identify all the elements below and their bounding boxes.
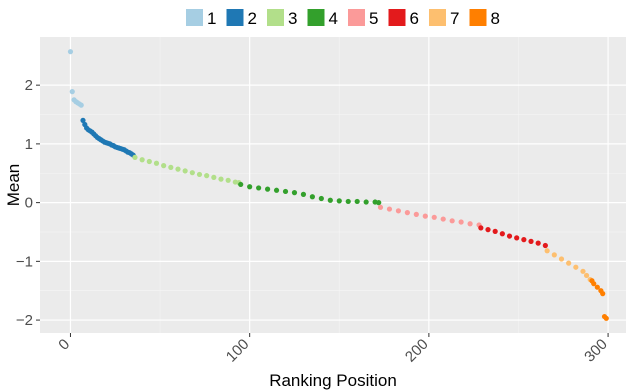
- y-axis: 2 1 0 −1 −2: [16, 77, 40, 329]
- data-point-series-5: [404, 210, 410, 216]
- legend-key-7: [429, 9, 446, 26]
- data-point-series-5: [431, 214, 437, 220]
- legend-key-2: [226, 9, 244, 26]
- legend-label-2: 2: [248, 9, 257, 28]
- data-point-series-3: [153, 160, 160, 166]
- gridlines: [40, 37, 626, 333]
- data-point-series-3: [168, 164, 174, 170]
- data-point-series-4: [282, 188, 289, 195]
- y-tick-label: 2: [25, 77, 33, 94]
- data-point-series-8: [594, 284, 600, 290]
- data-point-series-7: [551, 252, 557, 258]
- data-point-series-3: [161, 163, 167, 169]
- legend-key-8: [469, 9, 487, 26]
- data-point-series-6: [499, 231, 505, 237]
- data-point-series-3: [175, 166, 181, 172]
- legend-key-5: [348, 9, 365, 26]
- data-point-series-5: [386, 206, 393, 212]
- data-point-series-4: [300, 191, 307, 197]
- legend-label-7: 7: [450, 9, 459, 28]
- data-point-series-5: [413, 211, 419, 217]
- data-point-series-5: [449, 218, 455, 224]
- data-point-series-4: [256, 185, 262, 191]
- data-point-series-5: [422, 213, 428, 219]
- data-points: [67, 49, 609, 321]
- data-point-series-4: [354, 198, 360, 205]
- data-point-series-3: [196, 171, 203, 178]
- data-point-series-4: [345, 198, 351, 205]
- data-point-series-4: [327, 197, 333, 203]
- data-point-series-8: [603, 315, 609, 321]
- y-tick-label: −1: [16, 253, 33, 270]
- legend-label-3: 3: [288, 9, 297, 28]
- data-point-series-4: [291, 190, 298, 196]
- data-point-series-3: [189, 170, 195, 176]
- data-point-series-5: [377, 204, 384, 210]
- data-point-series-6: [542, 242, 548, 249]
- data-point-series-6: [506, 233, 513, 239]
- data-point-series-4: [376, 200, 382, 206]
- plot-panel: [40, 37, 626, 333]
- data-point-series-1: [69, 89, 75, 95]
- legend-key-1: [186, 9, 203, 26]
- legend-label-8: 8: [491, 9, 500, 28]
- legend-label-1: 1: [207, 9, 216, 28]
- data-point-series-4: [238, 181, 244, 188]
- data-point-series-7: [558, 256, 565, 262]
- data-point-series-6: [514, 235, 520, 241]
- legend-label-4: 4: [329, 9, 338, 28]
- data-point-series-4: [247, 184, 253, 190]
- data-point-series-3: [182, 168, 188, 174]
- data-point-series-6: [478, 225, 484, 231]
- y-tick-label: −2: [16, 312, 33, 329]
- data-point-series-7: [583, 272, 590, 279]
- data-point-series-4: [273, 187, 280, 193]
- data-point-series-7: [580, 268, 586, 274]
- data-point-series-7: [544, 248, 550, 254]
- data-point-series-6: [485, 227, 491, 233]
- legend-key-6: [388, 9, 406, 26]
- data-point-series-6: [521, 237, 527, 243]
- data-point-series-4: [318, 195, 324, 202]
- data-point-series-2: [80, 117, 86, 123]
- data-point-series-6: [535, 240, 541, 246]
- data-point-series-6: [528, 238, 534, 244]
- legend-label-6: 6: [410, 9, 419, 28]
- data-point-series-1: [67, 49, 74, 55]
- data-point-series-5: [467, 221, 473, 227]
- data-point-series-1: [78, 102, 84, 108]
- y-tick-label: 0: [25, 195, 33, 212]
- legend-key-3: [267, 9, 284, 26]
- data-point-series-3: [218, 176, 224, 182]
- data-point-series-7: [566, 260, 572, 266]
- x-axis-title: Ranking Position: [269, 371, 397, 390]
- data-point-series-4: [363, 199, 369, 205]
- data-point-series-8: [600, 291, 606, 297]
- data-point-series-8: [591, 281, 597, 287]
- legend-label-5: 5: [369, 9, 378, 28]
- data-point-series-3: [132, 154, 138, 160]
- legend: 1 2 3 4 5 6 7 8: [186, 9, 500, 28]
- data-point-series-4: [264, 186, 271, 192]
- legend-key-4: [307, 9, 325, 26]
- data-point-series-5: [440, 216, 446, 222]
- data-point-series-4: [336, 198, 342, 204]
- data-point-series-7: [573, 264, 579, 270]
- data-point-series-3: [146, 158, 152, 165]
- data-point-series-5: [395, 208, 402, 214]
- data-point-series-5: [458, 219, 464, 225]
- data-point-series-3: [225, 177, 231, 183]
- y-axis-title: Mean: [4, 164, 23, 207]
- data-point-series-4: [309, 194, 315, 200]
- data-point-series-3: [211, 174, 217, 180]
- data-point-series-3: [204, 173, 210, 179]
- data-point-series-3: [139, 157, 145, 163]
- data-point-series-6: [492, 228, 498, 234]
- y-tick-label: 1: [25, 136, 33, 153]
